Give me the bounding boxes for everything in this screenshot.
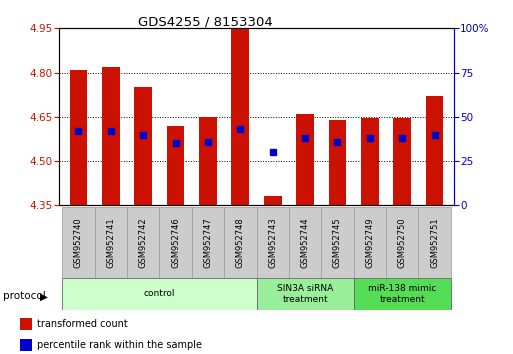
- Bar: [231, 28, 249, 205]
- Bar: [167, 126, 185, 205]
- Text: GSM952747: GSM952747: [204, 217, 212, 268]
- FancyBboxPatch shape: [192, 207, 224, 278]
- FancyBboxPatch shape: [94, 207, 127, 278]
- Bar: [264, 196, 282, 205]
- FancyBboxPatch shape: [353, 207, 386, 278]
- Text: GSM952745: GSM952745: [333, 217, 342, 268]
- FancyBboxPatch shape: [289, 207, 321, 278]
- Bar: [134, 87, 152, 205]
- FancyBboxPatch shape: [256, 278, 353, 310]
- Bar: [426, 96, 443, 205]
- Bar: [393, 118, 411, 205]
- Text: GDS4255 / 8153304: GDS4255 / 8153304: [138, 16, 272, 29]
- Bar: [361, 118, 379, 205]
- FancyBboxPatch shape: [256, 207, 289, 278]
- Bar: [21, 339, 32, 351]
- Text: GSM952744: GSM952744: [301, 217, 309, 268]
- Bar: [199, 117, 217, 205]
- Text: SIN3A siRNA
treatment: SIN3A siRNA treatment: [277, 284, 333, 303]
- FancyBboxPatch shape: [127, 207, 160, 278]
- FancyBboxPatch shape: [224, 207, 256, 278]
- Text: GSM952741: GSM952741: [106, 217, 115, 268]
- Text: GSM952746: GSM952746: [171, 217, 180, 268]
- Text: miR-138 mimic
treatment: miR-138 mimic treatment: [368, 284, 437, 303]
- Text: GSM952740: GSM952740: [74, 217, 83, 268]
- Text: GSM952749: GSM952749: [365, 217, 374, 268]
- Text: GSM952751: GSM952751: [430, 217, 439, 268]
- FancyBboxPatch shape: [386, 207, 419, 278]
- FancyBboxPatch shape: [62, 207, 94, 278]
- Text: GSM952742: GSM952742: [139, 217, 148, 268]
- Text: GSM952743: GSM952743: [268, 217, 277, 268]
- Text: control: control: [144, 289, 175, 298]
- Text: percentile rank within the sample: percentile rank within the sample: [37, 340, 202, 350]
- FancyBboxPatch shape: [353, 278, 451, 310]
- Bar: [21, 318, 32, 330]
- Bar: [328, 120, 346, 205]
- Text: transformed count: transformed count: [37, 319, 128, 329]
- FancyBboxPatch shape: [62, 278, 256, 310]
- Text: GSM952750: GSM952750: [398, 217, 407, 268]
- FancyBboxPatch shape: [321, 207, 353, 278]
- FancyBboxPatch shape: [419, 207, 451, 278]
- Text: protocol: protocol: [3, 291, 45, 301]
- Bar: [102, 67, 120, 205]
- Text: GSM952748: GSM952748: [236, 217, 245, 268]
- Text: ▶: ▶: [40, 291, 48, 301]
- FancyBboxPatch shape: [160, 207, 192, 278]
- Bar: [70, 70, 87, 205]
- Bar: [296, 114, 314, 205]
